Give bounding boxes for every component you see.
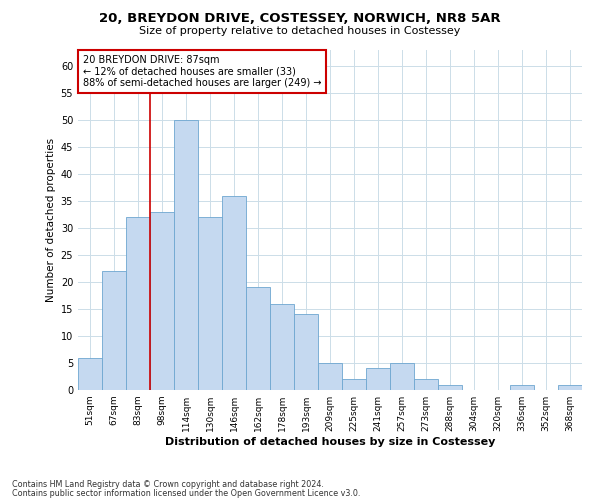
Bar — [558, 384, 582, 390]
X-axis label: Distribution of detached houses by size in Costessey: Distribution of detached houses by size … — [165, 437, 495, 447]
Text: Size of property relative to detached houses in Costessey: Size of property relative to detached ho… — [139, 26, 461, 36]
Text: 20, BREYDON DRIVE, COSTESSEY, NORWICH, NR8 5AR: 20, BREYDON DRIVE, COSTESSEY, NORWICH, N… — [99, 12, 501, 26]
Bar — [174, 120, 198, 390]
Bar — [78, 358, 102, 390]
Bar — [510, 384, 534, 390]
Bar — [222, 196, 246, 390]
Bar — [150, 212, 174, 390]
Bar — [246, 288, 270, 390]
Text: 20 BREYDON DRIVE: 87sqm
← 12% of detached houses are smaller (33)
88% of semi-de: 20 BREYDON DRIVE: 87sqm ← 12% of detache… — [83, 55, 322, 88]
Text: Contains public sector information licensed under the Open Government Licence v3: Contains public sector information licen… — [12, 488, 361, 498]
Bar — [294, 314, 318, 390]
Bar — [414, 379, 438, 390]
Bar — [198, 218, 222, 390]
Bar — [318, 363, 342, 390]
Bar — [366, 368, 390, 390]
Bar — [126, 218, 150, 390]
Bar — [438, 384, 462, 390]
Bar — [102, 272, 126, 390]
Bar — [342, 379, 366, 390]
Bar — [270, 304, 294, 390]
Text: Contains HM Land Registry data © Crown copyright and database right 2024.: Contains HM Land Registry data © Crown c… — [12, 480, 324, 489]
Y-axis label: Number of detached properties: Number of detached properties — [46, 138, 56, 302]
Bar — [390, 363, 414, 390]
